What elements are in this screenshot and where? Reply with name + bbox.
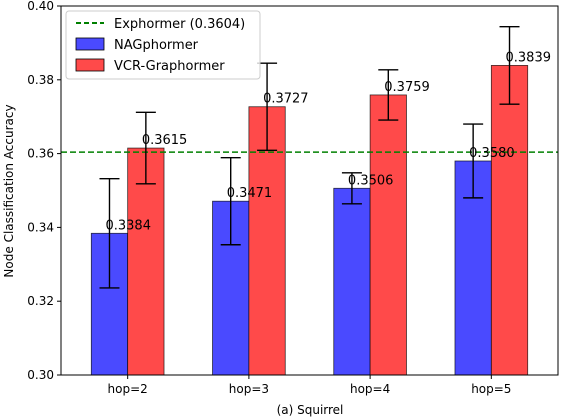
legend-label-series-1: NAGphormer [114, 38, 199, 53]
bar-series-1-hop=4 [333, 187, 371, 376]
y-tick-label-0.32: 0.32 [27, 294, 54, 308]
x-tick-label-hop=3: hop=3 [229, 382, 269, 396]
legend: Exphormer (0.3604) NAGphormer VCR-Grapho… [65, 10, 261, 80]
legend-swatch-series-2 [75, 58, 105, 72]
data-label-series-2-hop=5: 0.3839 [506, 50, 552, 65]
bar-series-2-hop=2 [127, 147, 165, 376]
x-tick-label-hop=2: hop=2 [108, 382, 148, 396]
x-tick-label-hop=5: hop=5 [471, 382, 511, 396]
data-label-series-1-hop=4: 0.3506 [348, 173, 394, 188]
legend-frame [65, 10, 261, 80]
y-tick-label-0.34: 0.34 [27, 220, 54, 234]
plot-frame [60, 5, 559, 376]
data-label-series-2-hop=4: 0.3759 [384, 80, 430, 95]
bar-series-2-hop=4 [369, 94, 407, 376]
data-labels-layer: 0.3384 0.3471 0.3506 0.3580 0.3615 0.3727 0.37… [105, 50, 551, 233]
data-label-series-1-hop=2: 0.3384 [105, 218, 151, 233]
bar-series-2-hop=5 [490, 65, 529, 376]
bars-layer [90, 65, 529, 376]
y-axis: 0.30 0.32 0.34 0.36 0.38 0.40 [27, 0, 61, 382]
data-label-series-1-hop=3: 0.3471 [227, 186, 273, 201]
y-tick-label-0.30: 0.30 [27, 368, 54, 382]
y-tick-label-0.36: 0.36 [27, 147, 54, 161]
legend-swatch-series-1 [75, 37, 105, 51]
y-axis-label: Node Classification Accuracy [2, 104, 16, 277]
y-tick-label-0.38: 0.38 [27, 73, 54, 87]
x-axis: hop=2 hop=3 hop=4 hop=5 [108, 375, 511, 396]
data-label-series-2-hop=3: 0.3727 [263, 92, 309, 107]
data-label-series-1-hop=5: 0.3580 [469, 146, 515, 161]
data-label-series-2-hop=2: 0.3615 [142, 133, 188, 148]
y-tick-label-0.40: 0.40 [27, 0, 54, 13]
legend-label-reference: Exphormer (0.3604) [114, 17, 245, 32]
legend-label-series-2: VCR-Graphormer [114, 59, 225, 74]
x-tick-label-hop=4: hop=4 [350, 382, 390, 396]
x-axis-label: (a) Squirrel [277, 403, 344, 417]
